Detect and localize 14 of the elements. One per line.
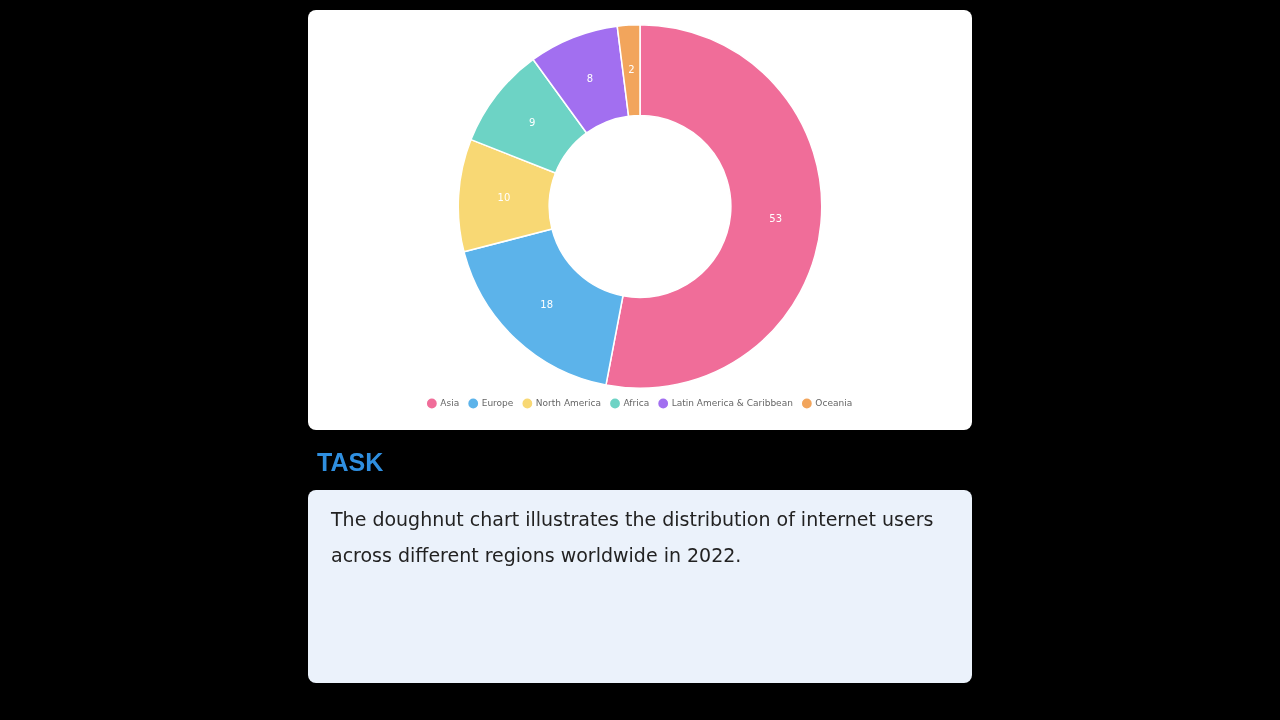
text: TASK [317, 448, 384, 477]
text: The doughnut chart illustrates the distribution of internet users across different regions worldwide in 2022. [308, 490, 972, 683]
legend-label: North America [535, 397, 602, 408]
data-label: 9 [529, 116, 536, 128]
legend-label: Oceania [815, 397, 853, 408]
legend-label: Asia [440, 397, 460, 408]
data-label: 10 [497, 191, 511, 203]
legend-label: Africa [623, 397, 650, 408]
data-label: 2 [628, 64, 635, 76]
data-label: 18 [540, 299, 554, 311]
data-label: 8 [586, 73, 594, 85]
legend-label: Europe [481, 397, 514, 408]
legend-label: Latin America & Caribbean [671, 397, 793, 408]
data-label: 53 [769, 212, 783, 224]
